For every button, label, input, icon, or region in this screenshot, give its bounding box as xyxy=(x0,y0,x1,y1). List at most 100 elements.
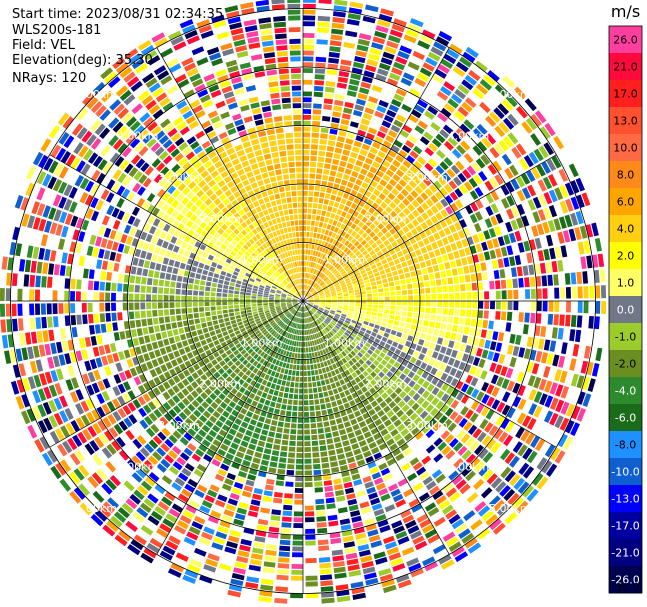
velocity-gate xyxy=(352,61,365,69)
velocity-gate xyxy=(451,268,458,276)
velocity-gate xyxy=(433,41,447,52)
velocity-gate xyxy=(577,301,583,313)
velocity-gate xyxy=(365,64,377,73)
velocity-gate xyxy=(320,315,325,320)
velocity-gate xyxy=(222,266,228,272)
velocity-gate xyxy=(333,316,339,321)
velocity-gate xyxy=(435,495,447,505)
velocity-gate xyxy=(311,244,315,250)
velocity-gate xyxy=(332,220,338,226)
velocity-gate xyxy=(447,234,455,243)
velocity-gate xyxy=(207,515,220,524)
velocity-gate xyxy=(599,269,606,283)
velocity-gate xyxy=(311,308,316,313)
velocity-gate xyxy=(164,491,176,502)
velocity-gate xyxy=(362,412,370,420)
velocity-gate xyxy=(455,240,463,249)
velocity-gate xyxy=(261,392,268,399)
velocity-gate xyxy=(401,284,407,290)
velocity-gate xyxy=(96,468,108,481)
velocity-gate xyxy=(496,376,505,387)
velocity-gate xyxy=(283,317,288,322)
velocity-gate xyxy=(389,210,398,218)
velocity-gate xyxy=(461,101,473,113)
velocity-gate xyxy=(80,386,90,399)
velocity-gate xyxy=(332,335,338,341)
velocity-gate xyxy=(337,249,343,256)
velocity-gate xyxy=(265,442,273,449)
velocity-gate xyxy=(348,324,355,330)
velocity-gate xyxy=(422,89,435,99)
velocity-gate xyxy=(404,467,414,477)
velocity-gate xyxy=(207,553,220,562)
velocity-gate xyxy=(450,93,463,104)
velocity-gate xyxy=(340,434,348,441)
velocity-gate xyxy=(421,202,430,211)
velocity-gate xyxy=(392,341,399,348)
velocity-gate xyxy=(187,428,197,437)
velocity-gate xyxy=(388,401,397,409)
velocity-gate xyxy=(287,339,291,345)
velocity-gate xyxy=(278,361,284,367)
velocity-gate xyxy=(292,316,295,321)
velocity-gate xyxy=(231,487,242,495)
velocity-gate xyxy=(245,345,251,352)
velocity-gate xyxy=(419,518,432,529)
velocity-gate xyxy=(169,368,177,377)
velocity-gate xyxy=(176,341,183,349)
velocity-gate xyxy=(257,377,264,384)
velocity-gate xyxy=(397,536,410,545)
velocity-gate xyxy=(312,328,316,334)
velocity-gate xyxy=(203,357,210,365)
velocity-gate xyxy=(217,568,231,577)
velocity-gate xyxy=(273,365,278,371)
velocity-gate xyxy=(539,126,551,140)
velocity-gate xyxy=(281,293,287,296)
velocity-gate xyxy=(324,308,330,311)
velocity-gate xyxy=(519,289,525,299)
velocity-gate xyxy=(320,404,326,410)
velocity-gate xyxy=(559,273,565,286)
velocity-gate xyxy=(44,371,53,384)
velocity-gate xyxy=(228,293,234,298)
velocity-gate xyxy=(187,302,192,308)
velocity-gate xyxy=(117,243,125,253)
velocity-gate xyxy=(321,260,326,266)
velocity-gate xyxy=(398,149,408,159)
velocity-gate xyxy=(372,304,378,309)
velocity-gate xyxy=(337,346,343,352)
velocity-gate xyxy=(258,312,265,316)
velocity-gate xyxy=(181,541,194,552)
velocity-gate xyxy=(238,445,247,453)
velocity-gate xyxy=(303,255,305,261)
velocity-gate xyxy=(564,420,575,434)
velocity-gate xyxy=(291,334,294,340)
velocity-gate xyxy=(363,70,375,78)
velocity-gate xyxy=(325,402,332,409)
velocity-gate xyxy=(468,264,475,273)
velocity-gate xyxy=(347,235,354,242)
velocity-gate xyxy=(400,316,406,322)
velocity-gate xyxy=(47,192,57,205)
velocity-gate xyxy=(305,598,319,605)
velocity-gate xyxy=(191,381,199,389)
velocity-gate xyxy=(64,475,76,489)
velocity-gate xyxy=(320,362,325,368)
velocity-gate xyxy=(457,325,464,334)
velocity-gate xyxy=(339,251,345,258)
velocity-gate xyxy=(312,291,317,295)
velocity-gate xyxy=(325,86,335,93)
velocity-gate xyxy=(373,383,381,391)
velocity-gate xyxy=(391,188,400,196)
velocity-gate xyxy=(323,311,329,315)
velocity-gate xyxy=(495,213,504,224)
velocity-gate xyxy=(266,381,272,388)
velocity-gate xyxy=(315,375,320,381)
velocity-gate xyxy=(368,260,375,266)
velocity-gate xyxy=(345,267,351,272)
velocity-gate xyxy=(42,205,51,218)
velocity-gate xyxy=(583,286,589,299)
velocity-gate xyxy=(386,339,393,345)
velocity-gate xyxy=(431,397,440,406)
velocity-gate xyxy=(301,341,303,347)
